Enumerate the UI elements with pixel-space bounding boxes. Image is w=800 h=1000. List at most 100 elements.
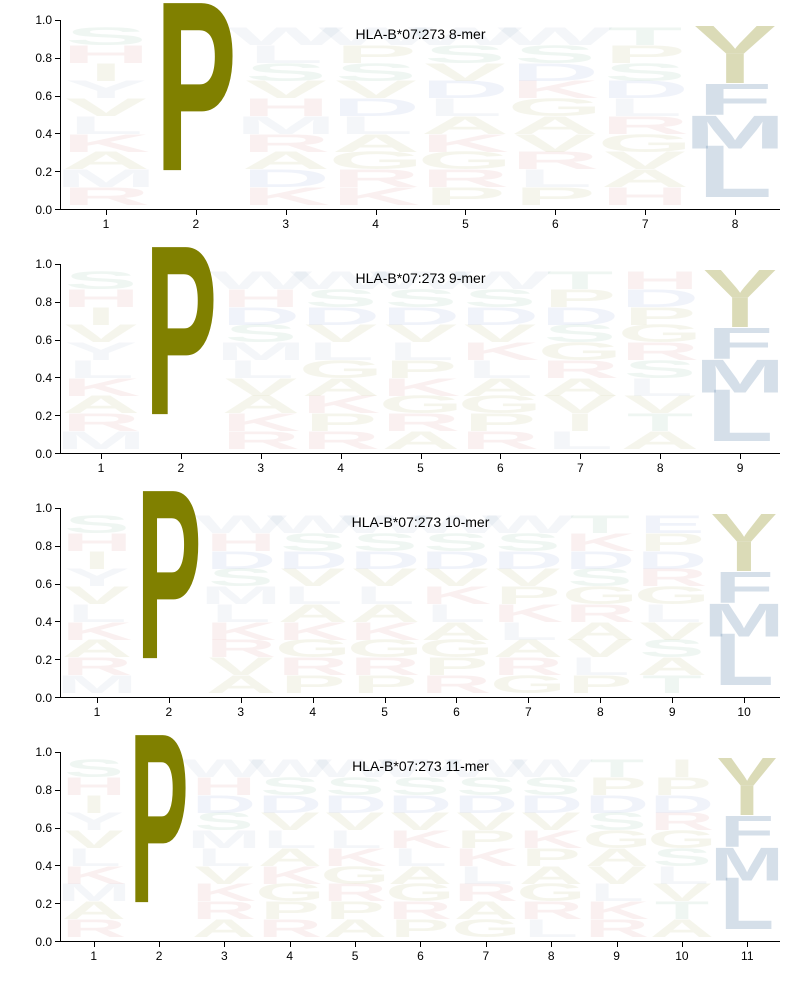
position-column: 9RKLVAGSDPT <box>584 752 649 941</box>
y-tick-label: 0.0 <box>10 203 52 217</box>
position-column: 10ATVLSGRDPI <box>649 752 714 941</box>
plot-area: HLA-B*07:273 8-mer1RMAKLVYIHS2P3KDARMHVS… <box>60 20 780 210</box>
y-tick-label: 0.2 <box>10 409 52 423</box>
y-tick-label: 0.8 <box>10 539 52 553</box>
logo-letter: P <box>145 210 217 453</box>
x-tick-label: 5 <box>352 949 359 963</box>
y-tick-label: 0.0 <box>10 935 52 949</box>
position-column: 1MRAKLYVIHS <box>61 264 141 453</box>
position-column: 8LMFIV <box>690 20 780 209</box>
x-tick-label: 5 <box>381 705 388 719</box>
position-column: 9TASVLGRDPE <box>636 508 708 697</box>
logo-panel: 0.00.20.40.60.81.0HLA-B*07:273 11-mer1RA… <box>10 742 790 972</box>
x-tick-label: 3 <box>257 461 264 475</box>
logo-letter: E <box>640 512 705 537</box>
panel-title: HLA-B*07:273 8-mer <box>356 26 486 42</box>
x-tick-label: 4 <box>309 705 316 719</box>
logo-letter: T <box>589 756 643 781</box>
logo-letter: W <box>482 512 574 537</box>
x-tick-label: 6 <box>417 949 424 963</box>
x-tick-label: 9 <box>737 461 744 475</box>
x-tick-label: 7 <box>482 949 489 963</box>
y-tick-label: 0.0 <box>10 691 52 705</box>
x-tick-label: 8 <box>548 949 555 963</box>
position-column: 8ATVLSRGPDH <box>620 264 700 453</box>
position-column: 3RKAVLMSDHW <box>221 264 301 453</box>
y-tick-label: 0.6 <box>10 577 52 591</box>
position-column: 11LMFIV <box>715 752 780 941</box>
position-column: 8LRGAPKVDSW <box>519 752 584 941</box>
logo-letter: T <box>608 24 683 49</box>
logo-letter: S <box>64 756 123 781</box>
y-tick-label: 0.4 <box>10 127 52 141</box>
x-tick-label: 4 <box>337 461 344 475</box>
y-tick-label: 0.0 <box>10 447 52 461</box>
x-tick-label: 9 <box>613 949 620 963</box>
plot-area: HLA-B*07:273 9-mer1MRAKLYVIHS2P3RKAVLMSD… <box>60 264 780 454</box>
x-tick-label: 9 <box>669 705 676 719</box>
panel-title: HLA-B*07:273 11-mer <box>352 758 489 774</box>
logo-letter: P <box>155 0 236 209</box>
y-tick-label: 0.6 <box>10 333 52 347</box>
y-tick-label: 0.4 <box>10 615 52 629</box>
logo-letter: H <box>621 268 699 293</box>
y-tick-label: 0.8 <box>10 295 52 309</box>
x-tick-label: 3 <box>282 217 289 231</box>
y-tick-label: 1.0 <box>10 13 52 27</box>
panel-title: HLA-B*07:273 10-mer <box>352 514 490 530</box>
x-tick-label: 7 <box>525 705 532 719</box>
logo-letter: V <box>718 752 777 792</box>
position-column: 7LIVARGSDPT <box>540 264 620 453</box>
plot-area: HLA-B*07:273 11-mer1RAMKLVYIHS2P3ARKVLMS… <box>60 752 780 942</box>
x-tick-label: 1 <box>103 217 110 231</box>
logo-letter: T <box>570 512 630 537</box>
logo-letter: I <box>670 756 695 781</box>
logo-panel: 0.00.20.40.60.81.0HLA-B*07:273 10-mer1MR… <box>10 498 790 728</box>
x-tick-label: 8 <box>597 705 604 719</box>
y-tick-label: 0.2 <box>10 653 52 667</box>
logo-letter: P <box>129 698 188 941</box>
x-tick-label: 4 <box>372 217 379 231</box>
x-tick-label: 11 <box>741 949 753 963</box>
y-tick-label: 0.4 <box>10 859 52 873</box>
x-tick-label: 1 <box>94 705 101 719</box>
y-tick-label: 1.0 <box>10 501 52 515</box>
x-tick-label: 8 <box>657 461 664 475</box>
position-column: 9LMFIV <box>700 264 780 453</box>
y-tick-label: 1.0 <box>10 257 52 271</box>
logo-letter: W <box>509 756 593 781</box>
position-column: 4RPKAGLVDSW <box>301 264 381 453</box>
y-tick-label: 0.2 <box>10 897 52 911</box>
y-tick-label: 0.8 <box>10 51 52 65</box>
position-column: 10LMFIV <box>708 508 780 697</box>
x-tick-label: 7 <box>642 217 649 231</box>
x-tick-label: 3 <box>221 949 228 963</box>
x-tick-label: 5 <box>462 217 469 231</box>
logo-letter: W <box>498 24 613 49</box>
position-column: 3KDARMHVSLW <box>241 20 331 209</box>
x-tick-label: 1 <box>90 949 97 963</box>
logo-letter: V <box>704 264 776 304</box>
x-tick-label: 10 <box>675 949 688 963</box>
position-column: 8PLVARGSDKT <box>564 508 636 697</box>
position-column: 7GRALKPVDSW <box>492 508 564 697</box>
logo-letter: S <box>65 268 137 293</box>
x-tick-label: 1 <box>98 461 105 475</box>
position-column: 4PRGKALVDSW <box>277 508 349 697</box>
logo-panel: 0.00.20.40.60.81.0HLA-B*07:273 8-mer1RMA… <box>10 10 790 240</box>
logo-letter: T <box>547 268 613 293</box>
logo-letter: S <box>65 24 146 49</box>
x-tick-label: 6 <box>453 705 460 719</box>
position-column: 1RAMKLVYIHS <box>61 752 126 941</box>
position-column: 7HAVGRLDSPT <box>600 20 690 209</box>
x-tick-label: 10 <box>737 705 750 719</box>
y-tick-label: 0.2 <box>10 165 52 179</box>
x-tick-label: 3 <box>237 705 244 719</box>
logo-letter: V <box>712 508 777 548</box>
y-tick-label: 1.0 <box>10 745 52 759</box>
logo-letter: P <box>136 454 201 697</box>
y-tick-label: 0.8 <box>10 783 52 797</box>
y-tick-label: 0.6 <box>10 89 52 103</box>
x-tick-label: 5 <box>417 461 424 475</box>
logo-letter: V <box>694 20 775 60</box>
